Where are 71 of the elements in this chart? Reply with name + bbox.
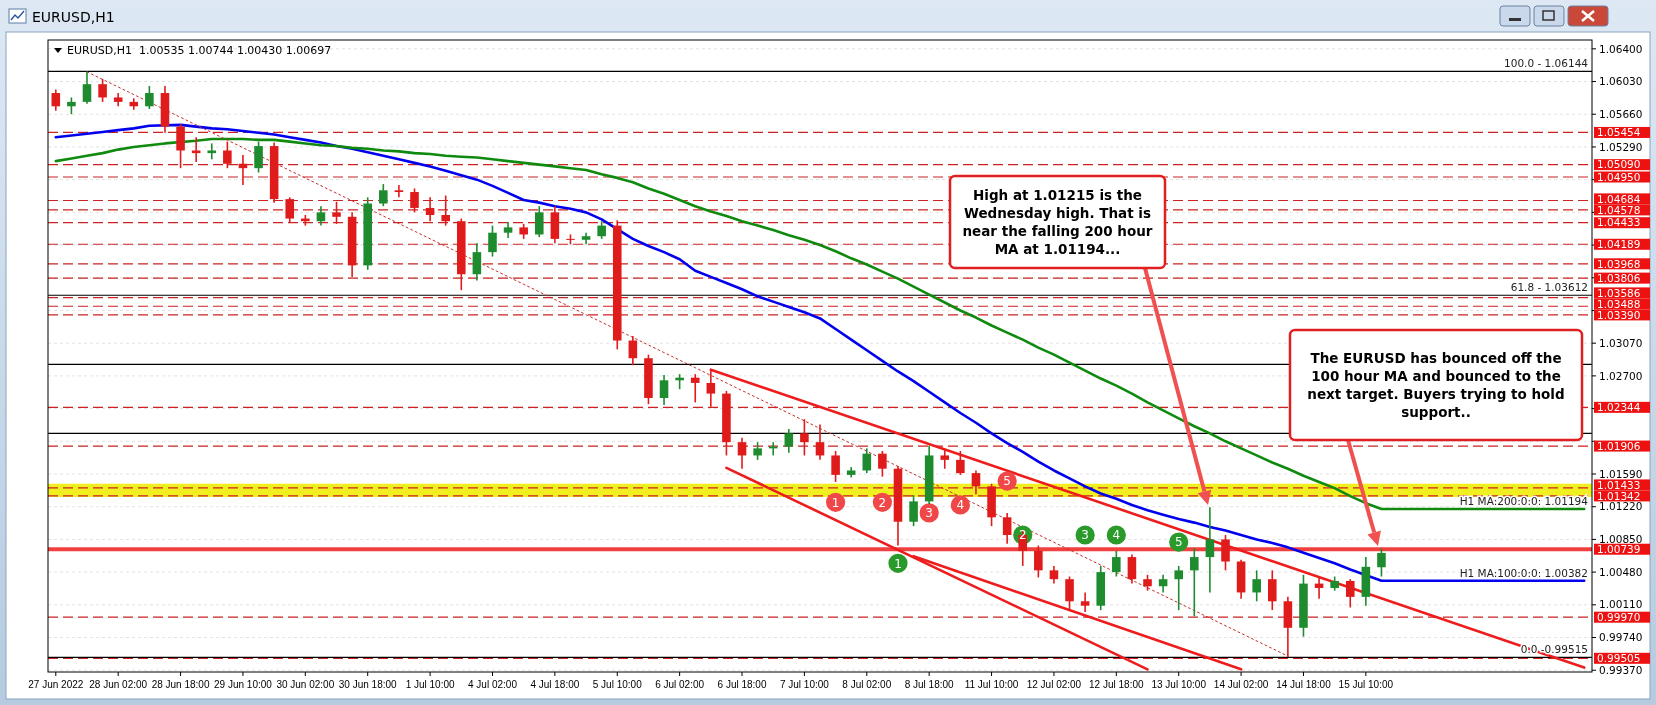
x-tick-label: 12 Jul 02:00 bbox=[1026, 679, 1082, 690]
annotation: 4 bbox=[1112, 528, 1121, 543]
x-tick-label: 4 Jul 02:00 bbox=[468, 679, 518, 690]
ref-line-label: 1.03488 bbox=[1597, 297, 1641, 310]
x-tick-label: 4 Jul 18:00 bbox=[530, 679, 580, 690]
y-tick-label: 1.06030 bbox=[1599, 75, 1643, 88]
x-tick-label: 28 Jun 02:00 bbox=[89, 679, 148, 690]
ref-line-label: 1.01433 bbox=[1597, 478, 1641, 491]
x-tick-label: 8 Jul 02:00 bbox=[842, 679, 892, 690]
ref-line-label: 1.02344 bbox=[1597, 401, 1641, 414]
y-tick-label: 0.99740 bbox=[1599, 631, 1643, 644]
ref-line-label: 1.05090 bbox=[1597, 158, 1641, 171]
ref-line-label: 1.03586 bbox=[1597, 286, 1641, 299]
ref-line-label: 1.04578 bbox=[1597, 203, 1641, 216]
x-tick-label: 14 Jul 18:00 bbox=[1276, 679, 1332, 690]
ref-line-label: 0.99970 bbox=[1597, 610, 1641, 623]
x-tick-label: 29 Jun 10:00 bbox=[214, 679, 273, 690]
ref-line-label: 0.99505 bbox=[1597, 652, 1641, 665]
x-tick-label: 6 Jul 02:00 bbox=[655, 679, 705, 690]
annotation: 5 bbox=[1003, 474, 1011, 489]
ref-line-label: 1.04684 bbox=[1597, 192, 1641, 205]
ref-line-label: 1.03390 bbox=[1597, 308, 1641, 321]
ref-line-label: 1.01342 bbox=[1597, 489, 1641, 502]
y-tick-label: 1.01220 bbox=[1599, 500, 1643, 513]
x-tick-label: 30 Jun 18:00 bbox=[338, 679, 398, 690]
x-tick-label: 8 Jul 18:00 bbox=[904, 679, 955, 690]
y-tick-label: 1.00850 bbox=[1599, 533, 1643, 546]
annotation: 3 bbox=[1081, 528, 1089, 543]
y-tick-label: 1.00110 bbox=[1599, 598, 1643, 611]
ref-line-label: 1.00739 bbox=[1597, 543, 1641, 555]
x-tick-label: 13 Jul 10:00 bbox=[1151, 679, 1207, 690]
annotation: High at 1.01215 is the Wednesday high. That is near the falling 200 hour MA at 1.01194... bbox=[962, 186, 1153, 257]
annotation: 5 bbox=[1174, 535, 1183, 550]
annotation: The EURUSD has bounced off the 100 hour MA and bounced to the next target. Buyers trying to hold support.. bbox=[1307, 349, 1565, 420]
chart-subtitle: EURUSD,H1 1.00535 1.00744 1.00430 1.00697 bbox=[67, 44, 332, 57]
x-tick-label: 5 Jul 10:00 bbox=[592, 679, 643, 690]
ref-line-label: 1.01906 bbox=[1597, 439, 1641, 452]
y-tick-label: 1.03070 bbox=[1599, 336, 1643, 349]
x-tick-label: 27 Jun 2022 bbox=[28, 679, 84, 690]
annotation: 100.0 - 1.06144 bbox=[1504, 57, 1589, 70]
y-tick-label: 1.06400 bbox=[1599, 42, 1643, 55]
annotation: H1 MA:100:0:0: 1.00382 bbox=[1459, 566, 1588, 579]
ref-line-label: 1.04433 bbox=[1597, 216, 1641, 229]
annotation: 3 bbox=[925, 506, 933, 521]
y-tick-label: 1.05290 bbox=[1599, 140, 1643, 153]
x-tick-label: 28 Jun 18:00 bbox=[151, 679, 210, 690]
annotation: 1 bbox=[831, 495, 840, 510]
chart-title: EURUSD,H1 bbox=[32, 9, 115, 25]
ref-line-label: 1.03806 bbox=[1597, 271, 1641, 284]
y-tick-label: 1.02700 bbox=[1599, 369, 1643, 382]
x-tick-label: 1 Jul 10:00 bbox=[405, 679, 455, 690]
annotation: 1 bbox=[894, 556, 902, 571]
ref-line-label: 1.05454 bbox=[1597, 126, 1641, 139]
x-tick-label: 11 Jul 10:00 bbox=[964, 679, 1019, 690]
annotation: 4 bbox=[956, 498, 965, 513]
y-tick-label: 1.05660 bbox=[1599, 107, 1643, 120]
x-tick-label: 6 Jul 18:00 bbox=[717, 679, 767, 690]
annotation: 2 bbox=[878, 495, 887, 510]
x-tick-label: 15 Jul 10:00 bbox=[1338, 679, 1394, 690]
x-tick-label: 30 Jun 02:00 bbox=[276, 679, 335, 690]
x-tick-label: 14 Jul 02:00 bbox=[1213, 679, 1269, 690]
y-tick-label: 1.00480 bbox=[1599, 565, 1643, 578]
annotation: H1 MA:200:0:0: 1.01194 bbox=[1459, 495, 1589, 508]
y-tick-label: 0.99370 bbox=[1599, 663, 1643, 676]
annotation: 61.8 - 1.03612 bbox=[1510, 281, 1588, 294]
x-tick-label: 12 Jul 18:00 bbox=[1089, 679, 1144, 690]
ref-line-label: 1.04189 bbox=[1597, 238, 1641, 251]
ref-line-label: 1.04950 bbox=[1597, 170, 1641, 183]
ref-line-label: 1.03968 bbox=[1597, 257, 1641, 270]
x-tick-label: 7 Jul 10:00 bbox=[779, 679, 830, 690]
y-tick-label: 1.01590 bbox=[1599, 467, 1643, 480]
